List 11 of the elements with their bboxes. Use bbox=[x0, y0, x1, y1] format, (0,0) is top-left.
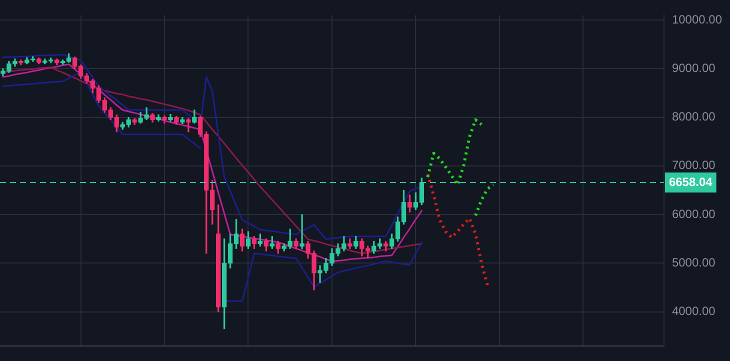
line-series bbox=[426, 118, 484, 186]
y-tick-label: 6000.00 bbox=[672, 206, 716, 221]
y-tick-label: 10000.00 bbox=[672, 12, 722, 26]
y-tick-label: 4000.00 bbox=[672, 304, 716, 318]
line-series bbox=[474, 183, 495, 218]
y-tick-label: 5000.00 bbox=[672, 255, 716, 270]
y-tick-label: 8000.00 bbox=[672, 110, 716, 124]
y-tick-label: 9000.00 bbox=[672, 60, 716, 75]
y-tick-label: 7000.00 bbox=[672, 158, 716, 172]
ref-line-label: 6658.04 bbox=[668, 174, 713, 189]
line-series bbox=[426, 172, 489, 287]
